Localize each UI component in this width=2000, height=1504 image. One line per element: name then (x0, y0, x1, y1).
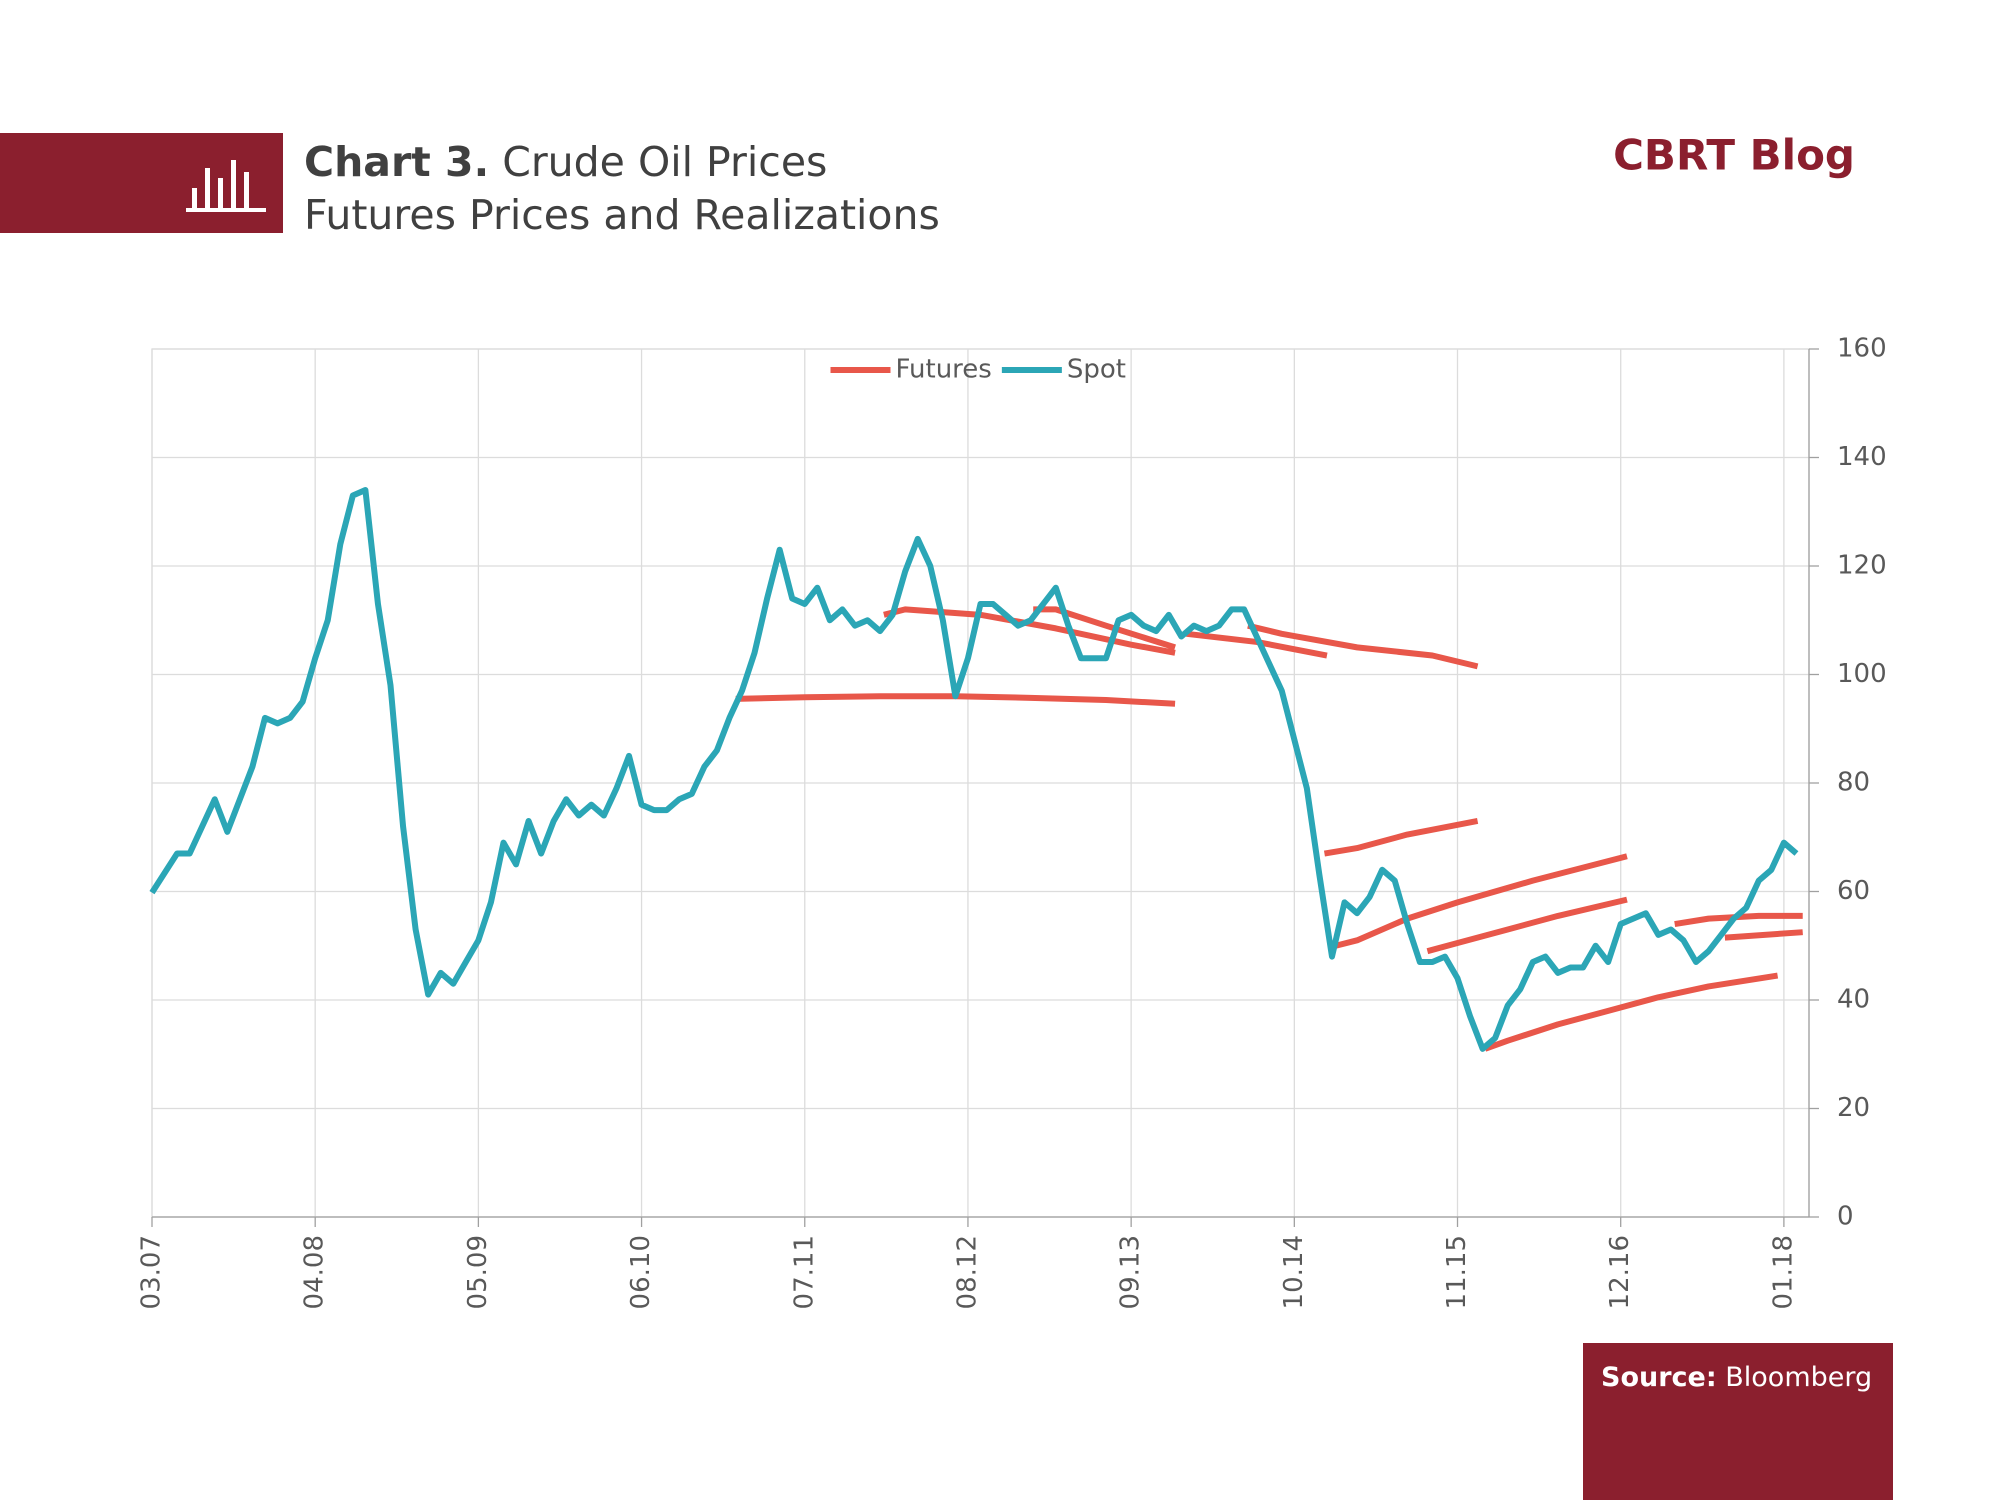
legend-label: Spot (1067, 355, 1126, 385)
y-tick-label: 100 (1837, 659, 1887, 689)
plot: 0 20 40 60 80 100 120 140 160 03.07 04.08 05.09 06.1… (137, 334, 1887, 1310)
x-tick-label: 12.16 (1605, 1235, 1635, 1309)
chart-title: Chart 3. Crude Oil Prices (304, 138, 827, 186)
y-tick-label: 120 (1837, 551, 1887, 581)
y-tick-label: 40 (1837, 985, 1870, 1015)
x-tick-label: 09.13 (1116, 1235, 1146, 1309)
source: Source: Bloomberg (1601, 1362, 1872, 1393)
x-tick-label: 06.10 (626, 1235, 656, 1309)
y-tick-label: 80 (1837, 768, 1870, 798)
x-tick-label: 01.18 (1768, 1235, 1798, 1309)
x-tick-label: 11.15 (1442, 1235, 1472, 1309)
y-tick-label: 20 (1837, 1093, 1870, 1123)
x-tick-label: 03.07 (137, 1235, 167, 1309)
series-line (149, 487, 1799, 1052)
x-tick-label: 04.08 (300, 1235, 330, 1309)
x-tick-label: 10.14 (1279, 1235, 1309, 1309)
legend-label: Futures (896, 355, 992, 385)
y-tick-label: 140 (1837, 442, 1887, 472)
y-tick-label: 160 (1837, 334, 1887, 364)
x-tick-label: 05.09 (463, 1235, 493, 1309)
series-line (735, 606, 1803, 1052)
header-band (0, 133, 283, 233)
brand: CBRT Blog (1613, 131, 1855, 180)
x-tick-label: 08.12 (952, 1235, 982, 1309)
source-box (1583, 1343, 1893, 1500)
x-tick-label: 07.11 (789, 1235, 819, 1309)
chart-subtitle: Futures Prices and Realizations (304, 191, 940, 239)
chart-icon (186, 160, 266, 212)
y-tick-label: 0 (1837, 1202, 1854, 1232)
y-tick-label: 60 (1837, 876, 1870, 906)
